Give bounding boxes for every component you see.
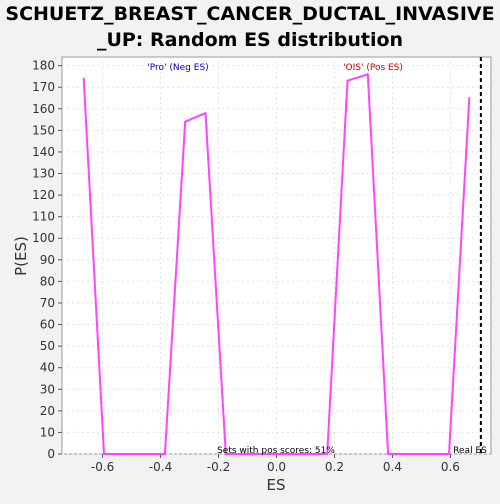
x-tick-label: 0.6 <box>441 460 460 474</box>
y-tick-label: 90 <box>40 253 55 267</box>
y-tick-label: 70 <box>40 296 55 310</box>
x-axis-label: ES <box>267 476 286 494</box>
y-tick-label: 20 <box>40 404 55 418</box>
distribution-point <box>224 453 227 455</box>
x-tick-label: -0.6 <box>91 460 114 474</box>
y-tick-label: 30 <box>40 382 55 396</box>
y-tick-label: 160 <box>32 102 55 116</box>
series-layer <box>82 73 471 455</box>
y-axis-label: P(ES) <box>12 236 30 276</box>
distribution-point <box>387 453 390 455</box>
distribution-point <box>103 453 106 455</box>
y-tick-label: 100 <box>32 231 55 245</box>
sets-pos-scores-text: Sets with pos scores: 51% <box>217 446 335 456</box>
y-tick-label: 110 <box>32 210 55 224</box>
x-tick-label: -0.4 <box>149 460 172 474</box>
y-tick-label: 10 <box>40 425 55 439</box>
distribution-point <box>366 73 369 76</box>
y-tick-label: 130 <box>32 167 55 181</box>
y-tick-label: 180 <box>32 59 55 73</box>
distribution-point <box>468 96 471 99</box>
neg-es-label: 'Pro' (Neg ES) <box>147 63 208 73</box>
real-es-label: Real ES <box>453 446 487 456</box>
y-tick-label: 80 <box>40 274 55 288</box>
distribution-point <box>82 77 85 80</box>
annotation-layer: 'Pro' (Neg ES) 'OIS' (Pos ES) Sets with po… <box>147 57 487 456</box>
y-tick-label: 40 <box>40 361 55 375</box>
y-tick-label: 60 <box>40 318 55 332</box>
x-tick-label: -0.2 <box>207 460 230 474</box>
chart-title-line-1: SCHUETZ_BREAST_CANCER_DUCTAL_INVASIVE <box>5 3 494 25</box>
x-tick-label: 0.0 <box>267 460 286 474</box>
y-tick-label: 140 <box>32 145 55 159</box>
distribution-point <box>326 453 329 455</box>
x-tick-label: 0.2 <box>325 460 344 474</box>
chart-title-line-2: _UP: Random ES distribution <box>97 29 403 51</box>
grid-layer <box>62 57 491 455</box>
distribution-line <box>82 73 471 455</box>
distribution-point <box>447 453 450 455</box>
y-tick-label: 0 <box>47 447 55 461</box>
tick-layer: 0 10 20 30 40 50 60 70 80 90 100 110 120 130 140 150 160… <box>32 59 460 474</box>
y-tick-label: 170 <box>32 80 55 94</box>
distribution-point <box>346 79 349 82</box>
y-tick-label: 120 <box>32 188 55 202</box>
distribution-point <box>204 112 207 115</box>
x-tick-label: 0.4 <box>383 460 402 474</box>
plot-area <box>61 56 492 455</box>
distribution-point <box>184 120 187 123</box>
y-tick-label: 150 <box>32 123 55 137</box>
pos-es-label: 'OIS' (Pos ES) <box>343 63 403 73</box>
distribution-point <box>163 453 166 455</box>
y-tick-label: 50 <box>40 339 55 353</box>
